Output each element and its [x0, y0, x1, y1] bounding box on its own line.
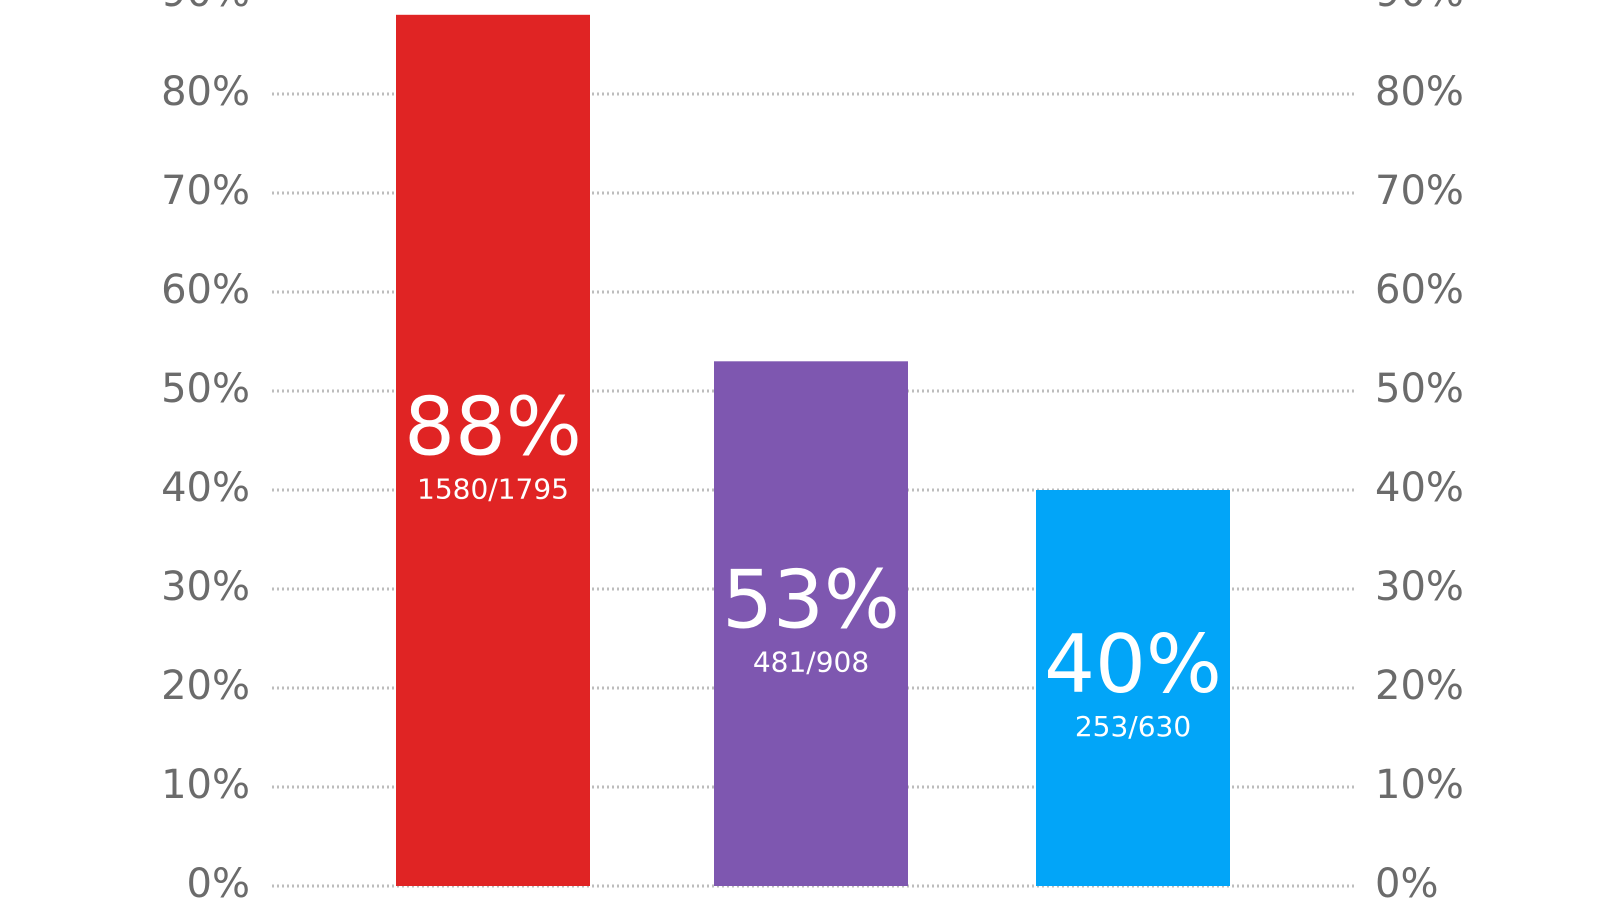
y-tick-label: 70% [161, 168, 250, 214]
y-tick-label-right: 50% [1375, 366, 1464, 412]
y-tick-label: 40% [161, 465, 250, 511]
y-tick-label-right: 40% [1375, 465, 1464, 511]
y-tick-label: 50% [161, 366, 250, 412]
bar [714, 361, 908, 886]
y-tick-label: 30% [161, 564, 250, 610]
y-tick-label: 0% [187, 861, 250, 900]
y-tick-label: 60% [161, 267, 250, 313]
y-tick-label-right: 30% [1375, 564, 1464, 610]
y-tick-label: 10% [161, 762, 250, 808]
y-tick-label-right: 90% [1375, 0, 1464, 16]
fraction-label: 481/908 [753, 646, 869, 679]
y-tick-label-right: 0% [1375, 861, 1438, 900]
y-tick-label: 90% [161, 0, 250, 16]
value-label: 53% [722, 554, 900, 647]
fraction-label: 253/630 [1075, 710, 1191, 743]
y-tick-label: 80% [161, 69, 250, 115]
y-tick-label-right: 70% [1375, 168, 1464, 214]
value-label: 40% [1044, 618, 1222, 711]
y-tick-label-right: 80% [1375, 69, 1464, 115]
y-tick-label-right: 60% [1375, 267, 1464, 313]
y-tick-label-right: 20% [1375, 663, 1464, 709]
y-tick-label: 20% [161, 663, 250, 709]
y-tick-label-right: 10% [1375, 762, 1464, 808]
bar [396, 14, 590, 887]
fraction-label: 1580/1795 [417, 472, 569, 505]
bar [1036, 490, 1230, 886]
value-label: 88% [404, 380, 582, 473]
